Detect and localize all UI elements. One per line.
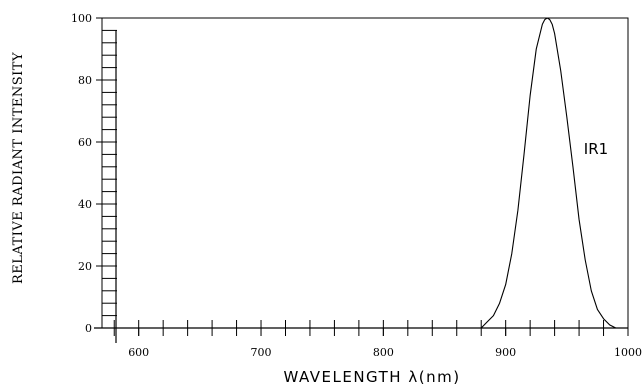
series-line	[480, 17, 617, 329]
y-tick-label: 100	[71, 12, 92, 25]
ticks	[96, 17, 629, 336]
series-label: IR1	[584, 140, 608, 158]
x-tick-label: 1000	[614, 346, 642, 359]
x-tick-label: 800	[373, 346, 394, 359]
y-tick-label: 20	[78, 260, 92, 273]
series	[480, 17, 617, 329]
x-tick-label: 700	[251, 346, 272, 359]
y-tick-label: 60	[78, 136, 92, 149]
x-tick-label: 600	[128, 346, 149, 359]
axes	[94, 17, 629, 343]
x-axis-label: WAVELENGTH λ(nm)	[283, 368, 460, 386]
y-axis-label: RELATIVE RADIANT INTENSITY	[11, 52, 26, 284]
x-tick-label: 900	[495, 346, 516, 359]
y-tick-label: 80	[78, 74, 92, 87]
plot-frame	[101, 17, 629, 329]
y-tick-label: 0	[85, 322, 92, 335]
tick-labels: 0 20 40 60 80 100 600 700 800 900 1000 IR1	[71, 12, 642, 359]
y-tick-label: 40	[78, 198, 92, 211]
